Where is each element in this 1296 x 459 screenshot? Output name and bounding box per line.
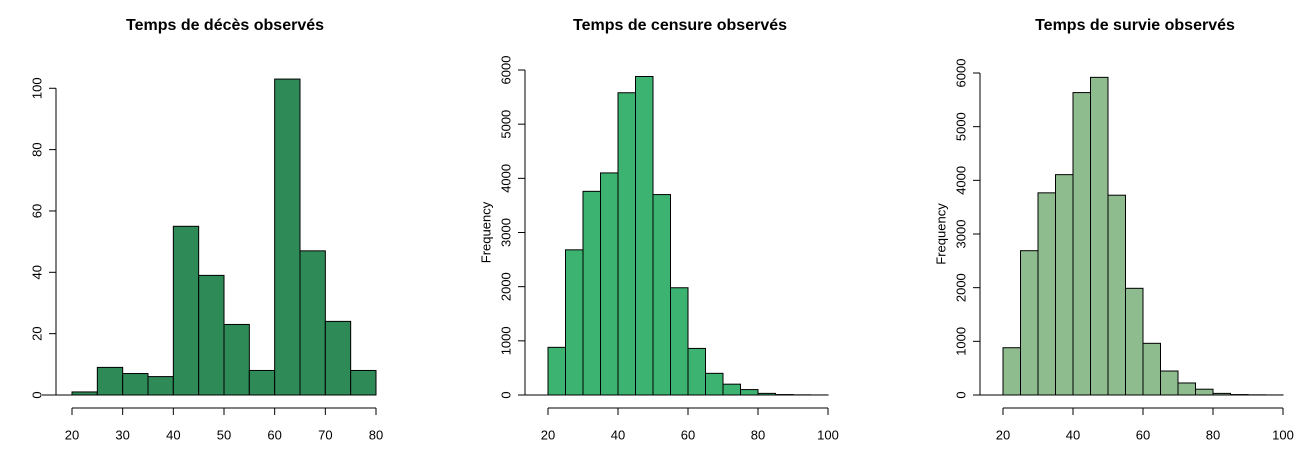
bar xyxy=(687,347,706,396)
bar xyxy=(248,369,276,396)
bar xyxy=(122,373,149,396)
bar xyxy=(1125,287,1144,396)
bar xyxy=(1020,250,1039,396)
bar xyxy=(582,190,601,396)
bar xyxy=(1072,92,1091,396)
x-tick-label: 100 xyxy=(1272,427,1294,442)
bar xyxy=(670,287,689,396)
x-tick-label: 40 xyxy=(1066,427,1080,442)
y-tick-label: 1000 xyxy=(498,326,513,355)
y-tick-label: 5000 xyxy=(953,112,968,141)
x-tick-label: 60 xyxy=(267,427,281,442)
x-tick-label: 30 xyxy=(115,427,129,442)
x-tick-label: 100 xyxy=(817,427,839,442)
y-axis-label: Frequency xyxy=(933,203,948,265)
bar xyxy=(722,383,741,396)
y-tick-label: 80 xyxy=(29,142,44,156)
x-tick-label: 20 xyxy=(541,427,555,442)
bar xyxy=(198,274,225,396)
bar xyxy=(617,92,636,396)
y-tick-label: 3000 xyxy=(498,218,513,247)
y-tick-label: 40 xyxy=(29,265,44,279)
bar xyxy=(600,172,619,396)
x-tick-label: 40 xyxy=(611,427,625,442)
bar xyxy=(96,366,124,396)
bar xyxy=(350,369,377,396)
y-tick-label: 0 xyxy=(29,391,44,398)
x-tick-label: 60 xyxy=(681,427,695,442)
bar xyxy=(324,320,352,396)
y-tick-label: 2000 xyxy=(953,273,968,302)
x-tick-label: 80 xyxy=(369,427,383,442)
y-tick-label: 4000 xyxy=(498,164,513,193)
y-tick-label: 0 xyxy=(498,391,513,398)
y-tick-label: 4000 xyxy=(953,166,968,195)
chart-title: Temps de survie observés xyxy=(1035,17,1235,34)
chart-title: Temps de décès observés xyxy=(126,17,324,34)
bar xyxy=(147,376,174,396)
bar xyxy=(1177,382,1196,396)
x-tick-label: 80 xyxy=(1206,427,1220,442)
bar xyxy=(172,225,200,396)
bar xyxy=(1142,342,1161,396)
bar xyxy=(223,323,250,396)
y-tick-label: 1000 xyxy=(953,327,968,356)
y-tick-label: 2000 xyxy=(498,272,513,301)
y-tick-label: 6000 xyxy=(498,56,513,85)
x-tick-label: 40 xyxy=(166,427,180,442)
y-tick-label: 0 xyxy=(953,391,968,398)
x-tick-label: 20 xyxy=(996,427,1010,442)
y-tick-label: 3000 xyxy=(953,220,968,249)
y-tick-label: 6000 xyxy=(953,59,968,88)
bar xyxy=(1002,347,1021,396)
bar xyxy=(705,372,724,396)
bar xyxy=(1055,174,1074,396)
bar xyxy=(1160,370,1179,396)
x-tick-label: 70 xyxy=(318,427,332,442)
y-axis-label: Frequency xyxy=(478,201,493,263)
y-tick-label: 100 xyxy=(29,77,44,99)
chart-title: Temps de censure observés xyxy=(573,17,787,34)
x-tick-label: 20 xyxy=(65,427,79,442)
bar xyxy=(1090,76,1109,396)
bar xyxy=(1037,192,1056,396)
bar xyxy=(1107,194,1126,396)
bar xyxy=(547,346,566,396)
x-tick-label: 50 xyxy=(217,427,231,442)
y-tick-label: 5000 xyxy=(498,110,513,139)
bar xyxy=(740,389,759,396)
x-tick-label: 60 xyxy=(1136,427,1150,442)
bar xyxy=(299,250,326,396)
bar xyxy=(274,78,301,396)
y-tick-label: 20 xyxy=(29,326,44,340)
y-tick-label: 60 xyxy=(29,204,44,218)
bar xyxy=(635,76,654,396)
bar xyxy=(565,249,584,396)
bar xyxy=(652,194,671,396)
bar xyxy=(1195,388,1214,396)
x-tick-label: 80 xyxy=(751,427,765,442)
